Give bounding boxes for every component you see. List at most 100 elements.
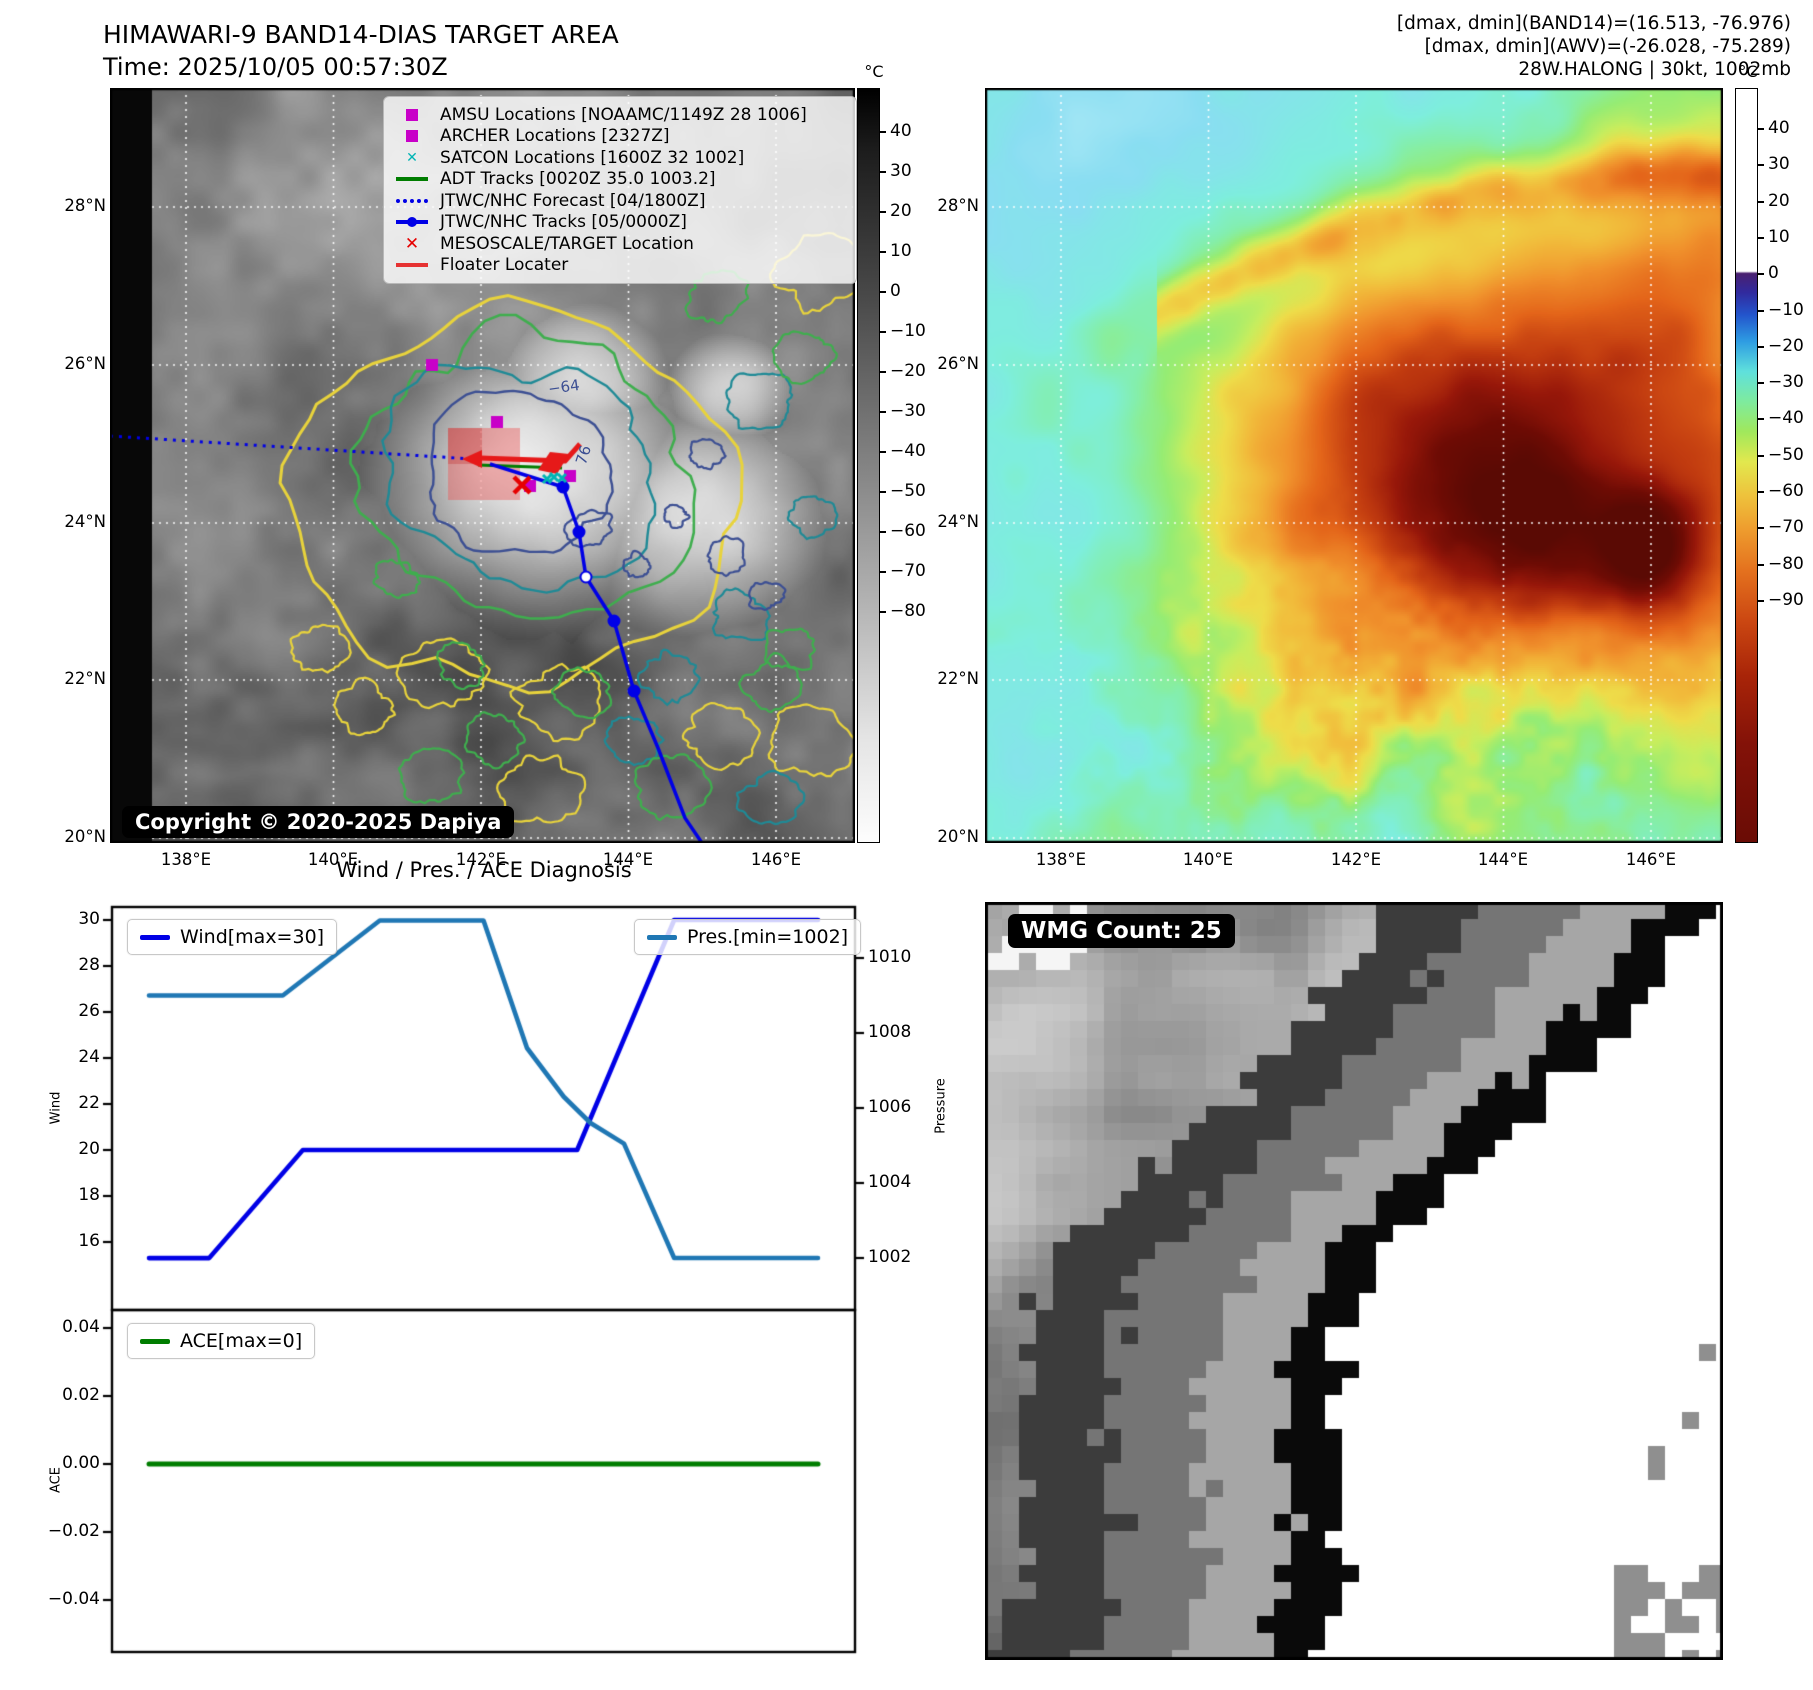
awv-colorbar (1735, 88, 1758, 843)
colorbar-tick-mark (880, 171, 886, 173)
wind-tick-label: 26 (78, 1001, 100, 1021)
colorbar-tick-label: −50 (1768, 444, 1804, 465)
colorbar-tick-mark (880, 491, 886, 493)
colorbar-tick-label: −70 (1768, 517, 1804, 538)
left-colorbar-unit: °C (864, 62, 884, 81)
lat-label: 24°N (937, 512, 979, 531)
legend-item: ADT Tracks [0020Z 35.0 1003.2] (394, 169, 846, 191)
x-bold-marker-icon: ✕ (404, 233, 420, 254)
line-dot-marker-icon (394, 217, 430, 228)
right-colorbar-unit: °C (1738, 62, 1758, 81)
pressure-tick-label: 1006 (868, 1097, 912, 1117)
colorbar-tick-mark (1758, 273, 1764, 276)
legend-item-label: ARCHER Locations [2327Z] (440, 126, 670, 147)
colorbar-tick-label: −10 (1768, 299, 1804, 320)
wind-tick-label: 22 (78, 1093, 100, 1113)
dmax-dmin-band14: [dmax, dmin](BAND14)=(16.513, -76.976) (1396, 13, 1791, 34)
ace-tick-label: −0.04 (47, 1589, 100, 1609)
pressure-axis-label: Pressure (933, 1078, 949, 1134)
legend-item: JTWC/NHC Tracks [05/0000Z] (394, 212, 846, 234)
colorbar-tick-label: −40 (890, 441, 926, 461)
colorbar-tick-label: −80 (1768, 553, 1804, 574)
legend-item-label: ADT Tracks [0020Z 35.0 1003.2] (440, 169, 716, 190)
lat-label: 28°N (64, 196, 106, 215)
wind-tick-label: 30 (78, 909, 100, 929)
lon-label: 140°E (1182, 850, 1234, 869)
colorbar-tick-mark (1758, 200, 1764, 203)
ace-tick-label: 0.04 (62, 1317, 100, 1337)
lon-label: 146°E (750, 850, 802, 869)
colorbar-tick-mark (880, 131, 886, 133)
colorbar-tick-mark (880, 211, 886, 213)
colorbar-tick-label: −20 (890, 361, 926, 381)
dmax-dmin-awv: [dmax, dmin](AWV)=(-26.028, -75.289) (1424, 36, 1791, 57)
lat-label: 22°N (64, 669, 106, 688)
legend-item-label: JTWC/NHC Tracks [05/0000Z] (440, 212, 687, 233)
lon-label: 142°E (455, 850, 507, 869)
colorbar-tick-label: 20 (890, 201, 912, 221)
colorbar-tick-label: 10 (1768, 226, 1790, 247)
colorbar-tick-label: −60 (1768, 481, 1804, 501)
colorbar-tick-mark (1758, 236, 1764, 239)
colorbar-tick-mark (1758, 563, 1764, 566)
lon-label: 144°E (1477, 850, 1529, 869)
legend-item: JTWC/NHC Forecast [04/1800Z] (394, 190, 846, 212)
colorbar-tick-mark (1758, 491, 1764, 493)
x-marker-icon: ✕ (406, 149, 418, 166)
ace-legend-label: ACE[max=0] (180, 1330, 303, 1352)
lat-label: 28°N (937, 196, 979, 215)
lon-label: 138°E (1035, 850, 1087, 869)
pressure-legend-label: Pres.[min=1002] (687, 926, 849, 948)
line-marker-icon (394, 177, 430, 182)
colorbar-tick-label: −10 (890, 321, 926, 341)
legend-item: ARCHER Locations [2327Z] (394, 126, 846, 148)
colorbar-tick-mark (880, 291, 886, 293)
colorbar-tick-label: 40 (1768, 118, 1790, 138)
map-legend: AMSU Locations [NOAAMC/1149Z 28 1006] ARC… (383, 96, 857, 284)
colorbar-tick-mark (880, 611, 886, 613)
wmg-pixel-map (985, 902, 1723, 1660)
colorbar-tick-mark (1758, 345, 1764, 348)
square-marker-icon (394, 130, 430, 143)
colorbar-tick-label: −40 (1768, 408, 1804, 429)
ace-tick-label: 0.02 (62, 1385, 100, 1405)
wind-tick-label: 16 (78, 1231, 100, 1251)
lat-label: 20°N (64, 827, 106, 846)
lat-label: 24°N (64, 512, 106, 531)
colorbar-tick-mark (880, 411, 886, 413)
colorbar-tick-mark (880, 331, 886, 333)
colorbar-tick-label: 10 (890, 241, 912, 261)
colorbar-tick-label: −30 (890, 401, 926, 421)
wind-legend-swatch (140, 934, 170, 940)
legend-item: Floater Locater (394, 255, 846, 277)
ace-legend-swatch (140, 1338, 170, 1344)
pressure-tick-label: 1002 (868, 1247, 912, 1267)
colorbar-tick-mark (1758, 527, 1764, 530)
colorbar-tick-label: −70 (890, 561, 926, 581)
legend-item: ✕ MESOSCALE/TARGET Location (394, 233, 846, 255)
colorbar-tick-label: 40 (890, 121, 912, 141)
colorbar-tick-label: 0 (1768, 263, 1779, 284)
dotted-marker-icon (394, 198, 430, 203)
colorbar-tick-label: 0 (890, 281, 901, 301)
legend-item-label: JTWC/NHC Forecast [04/1800Z] (440, 190, 706, 211)
band14-colorbar (857, 88, 880, 843)
lon-label: 142°E (1330, 850, 1382, 869)
lat-label: 26°N (64, 354, 106, 373)
colorbar-tick-label: −50 (890, 481, 926, 501)
colorbar-tick-mark (880, 451, 886, 453)
charts-title: Wind / Pres. / ACE Diagnosis (336, 858, 632, 882)
colorbar-tick-mark (1758, 418, 1764, 421)
pressure-tick-label: 1010 (868, 947, 912, 967)
lon-label: 144°E (602, 850, 654, 869)
legend-item-label: MESOSCALE/TARGET Location (440, 233, 694, 254)
legend-item-label: SATCON Locations [1600Z 32 1002] (440, 147, 745, 168)
legend-item: AMSU Locations [NOAAMC/1149Z 28 1006] (394, 104, 846, 126)
pressure-legend-swatch (647, 934, 677, 940)
colorbar-tick-label: −60 (890, 521, 926, 541)
wind-pres-ace-charts (95, 895, 885, 1690)
colorbar-tick-label: 30 (890, 161, 912, 181)
page-title: HIMAWARI-9 BAND14-DIAS TARGET AREA (103, 20, 619, 49)
colorbar-tick-label: −90 (1768, 589, 1804, 610)
